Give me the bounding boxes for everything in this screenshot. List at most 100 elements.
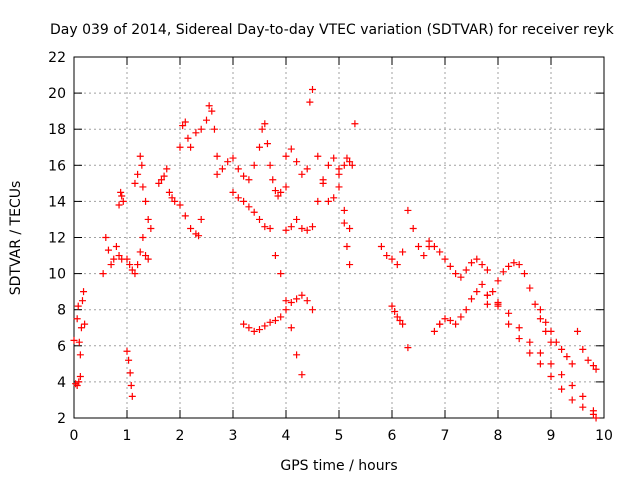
data-point (187, 143, 195, 151)
data-point (377, 243, 385, 251)
data-point (119, 197, 127, 205)
data-point (266, 318, 274, 326)
data-point (250, 161, 258, 169)
series-hour6-point (404, 320, 444, 352)
data-point (306, 98, 314, 106)
data-point (245, 324, 253, 332)
data-point (171, 197, 179, 205)
series-hour8-tail-upper (536, 306, 600, 373)
data-point (468, 295, 475, 303)
series-hour8-tail-middle (494, 298, 597, 415)
data-point (240, 197, 248, 205)
data-point (526, 338, 534, 346)
series-hour3-upper (245, 120, 290, 200)
data-point (80, 288, 88, 296)
x-tick-label: 9 (547, 428, 556, 444)
series-hour1.5-climb (155, 165, 195, 232)
data-point (75, 378, 83, 386)
data-point (277, 313, 285, 321)
data-point (128, 266, 136, 274)
data-point (340, 206, 348, 214)
data-point (74, 302, 82, 310)
data-point (335, 170, 343, 178)
data-point (81, 320, 89, 328)
data-point (409, 224, 417, 232)
data-point (240, 320, 248, 328)
data-point (287, 324, 295, 332)
data-point (457, 273, 465, 281)
data-point (542, 318, 550, 326)
data-point (134, 261, 142, 269)
data-point (213, 170, 221, 178)
data-point (309, 223, 316, 231)
data-point (197, 215, 205, 223)
data-point (494, 277, 502, 285)
data-point (136, 248, 144, 256)
data-point (70, 336, 78, 344)
data-point (441, 315, 449, 323)
data-point (181, 212, 189, 220)
data-point (256, 215, 263, 223)
data-point (303, 226, 311, 234)
data-point (157, 176, 165, 184)
data-point (298, 371, 306, 379)
data-point (138, 161, 146, 169)
data-point (531, 300, 539, 308)
x-tick-label: 8 (494, 428, 503, 444)
y-tick-label: 10 (48, 267, 66, 283)
data-point (229, 154, 237, 162)
data-point (391, 308, 399, 316)
data-point (552, 338, 560, 346)
data-point (446, 317, 454, 325)
data-point (324, 197, 332, 205)
data-point (436, 320, 444, 328)
data-point (483, 291, 491, 299)
data-point (127, 382, 135, 390)
data-point (287, 298, 295, 306)
data-point (330, 194, 338, 202)
data-point (558, 385, 566, 393)
y-tick-label: 18 (48, 122, 66, 138)
data-point (234, 165, 242, 173)
data-point (579, 403, 587, 411)
data-point (536, 349, 544, 357)
x-tick-label: 6 (388, 428, 397, 444)
data-point (499, 268, 507, 276)
y-tick-label: 20 (48, 86, 66, 102)
series-hour1-rise (123, 234, 152, 278)
data-point (452, 320, 460, 328)
data-point (72, 380, 80, 388)
data-point (142, 252, 150, 260)
data-points (70, 85, 600, 422)
data-point (536, 306, 544, 314)
data-point (415, 243, 422, 251)
series-hour2-peak (176, 102, 221, 160)
x-tick-label: 0 (70, 428, 79, 444)
data-point (399, 320, 407, 328)
data-point (75, 338, 83, 346)
data-point (430, 327, 438, 335)
data-point (142, 197, 150, 205)
data-point (282, 183, 290, 191)
data-point (197, 125, 205, 133)
data-point (117, 188, 125, 196)
data-point (110, 255, 118, 263)
data-point (568, 360, 576, 368)
data-point (303, 297, 311, 305)
data-point (287, 223, 295, 231)
data-point (139, 183, 147, 191)
data-point (266, 161, 274, 169)
data-point (282, 297, 290, 305)
data-point (245, 203, 253, 211)
x-tick-label: 3 (229, 428, 238, 444)
data-point (293, 351, 301, 359)
data-point (176, 143, 184, 151)
data-point (558, 345, 566, 353)
data-point (584, 356, 592, 364)
data-point (420, 252, 428, 260)
x-tick-label: 1 (123, 428, 132, 444)
y-tick-label: 8 (57, 303, 66, 319)
data-point (462, 266, 470, 274)
data-point (505, 262, 513, 270)
